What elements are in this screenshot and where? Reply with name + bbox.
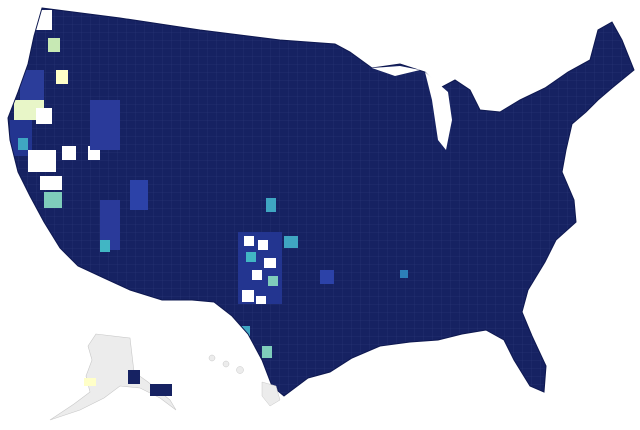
hawaii bbox=[208, 354, 281, 407]
alaska bbox=[49, 333, 177, 421]
light-counties bbox=[10, 10, 408, 358]
us-outline bbox=[7, 7, 635, 397]
lake-superior bbox=[372, 66, 420, 76]
lake-michigan bbox=[425, 72, 452, 150]
